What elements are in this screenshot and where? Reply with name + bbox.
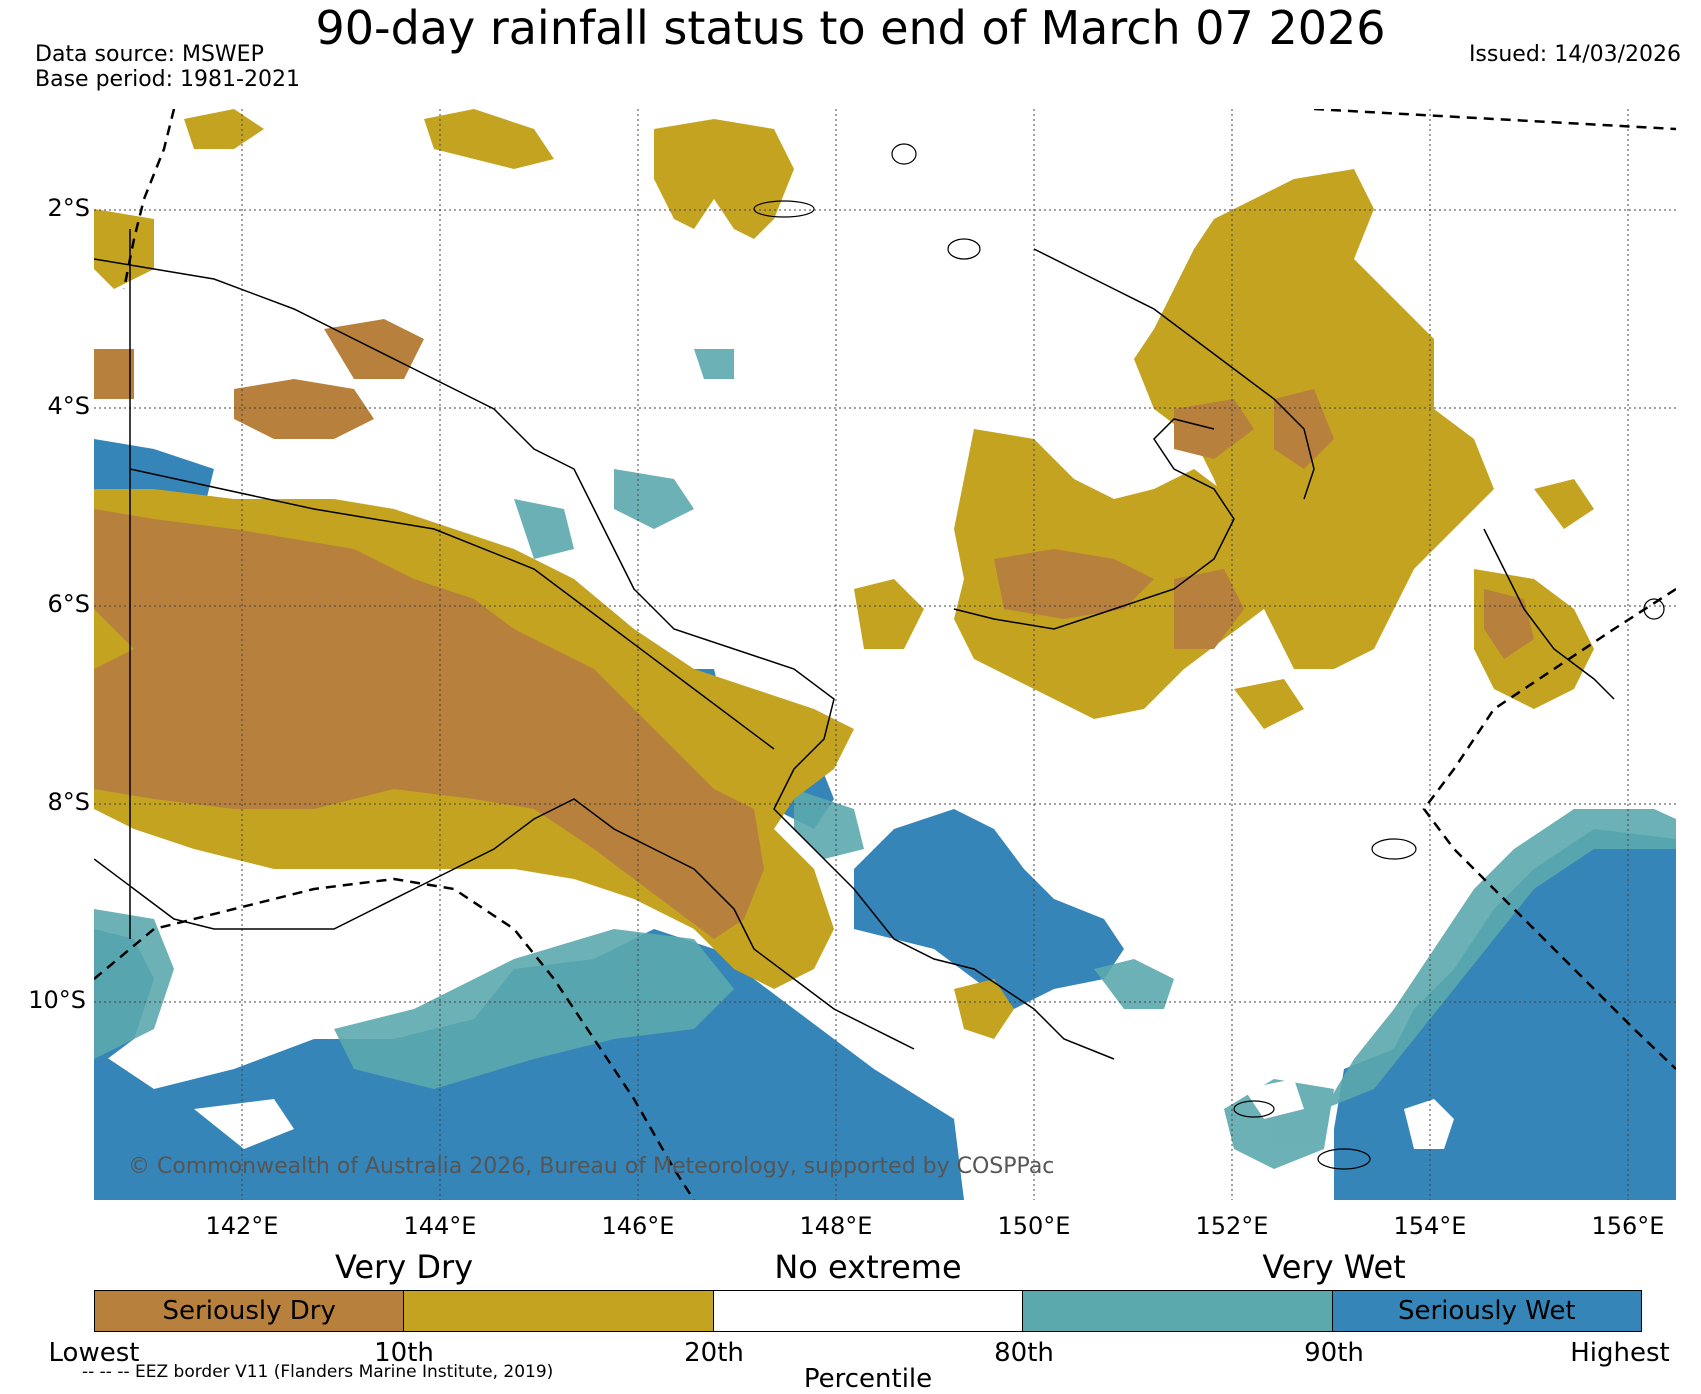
wet-region-papuan-peninsula [854,809,1124,1009]
teal-1 [94,909,174,1059]
copyright-text: © Commonwealth of Australia 2026, Bureau… [128,1154,1054,1179]
band-very-wet: Very Wet [1262,1248,1406,1286]
lat-label-8s: 8°S [47,788,90,816]
brown-region-new-britain [994,549,1154,619]
brown-region-new-britain-2 [1174,569,1244,649]
lon-label-154e: 154°E [1393,1212,1467,1240]
percentile-20th: 20th [684,1338,744,1368]
colorbar-seriously-dry: Seriously Dry [95,1291,405,1331]
percentile-highest: Highest [1570,1338,1670,1368]
island-5 [1233,1100,1275,1118]
colorbar-very-wet [1023,1291,1333,1331]
province-borders [129,468,775,750]
dry-region-small-3 [954,979,1014,1039]
lon-label-150e: 150°E [997,1212,1071,1240]
dry-region-small-4 [1234,679,1304,729]
teal-7 [1094,959,1174,1009]
island-2 [947,238,981,260]
coastline-bougainville [1483,528,1615,700]
lat-label-10s: 10°S [28,986,86,1014]
brown-region-mainland [94,509,764,939]
percentile-10th: 10th [374,1338,434,1368]
dry-region-manus [654,119,794,239]
hole-2 [1244,1079,1304,1119]
wet-region-coral-sea-west [94,929,964,1200]
band-no-extreme: No extreme [774,1248,962,1286]
data-source: Data source: MSWEP [35,42,264,67]
eez-south-east [1422,587,1676,1070]
base-period: Base period: 1981-2021 [35,67,300,92]
colorbar-no-extreme [713,1291,1024,1331]
very-wet-areas [94,349,1676,1169]
lon-label-148e: 148°E [799,1212,873,1240]
island-7 [753,200,815,218]
colorbar-seriously-wet: Seriously Wet [1332,1291,1642,1331]
hole-1 [1404,1099,1454,1149]
brown-region-bougainville [1484,589,1534,659]
lon-label-144e: 144°E [403,1212,477,1240]
percentile-90th: 90th [1304,1338,1364,1368]
band-very-dry: Very Dry [334,1248,474,1286]
coastlines [94,229,1615,1060]
island-3 [1371,838,1417,860]
lon-label-152e: 152°E [1195,1212,1269,1240]
coastline-new-ireland [1033,248,1315,500]
dry-region-west-1 [94,209,154,289]
eez-north-west [122,109,176,290]
percentile-axis-title: Percentile [803,1364,933,1394]
rainfall-map: © Commonwealth of Australia 2026, Bureau… [94,109,1676,1200]
teal-3 [1324,809,1676,1109]
dry-region-small-5 [1534,479,1594,529]
island-6 [1643,598,1665,620]
colorbar: Seriously Dry Seriously Wet [94,1290,1642,1332]
issued-date: Issued: 14/03/2026 [1468,42,1681,67]
percentile-80th: 80th [994,1338,1054,1368]
lat-label-2s: 2°S [47,194,90,222]
teal-2 [334,929,734,1089]
no-extreme-holes [194,1079,1454,1149]
eez-borders [94,109,1676,1200]
coastline-north-mainland [94,258,1115,1060]
lon-label-146e: 146°E [601,1212,675,1240]
seriously-dry-areas [94,319,1534,939]
dry-region-north-2 [184,109,264,149]
eez-note: -- -- -- EEZ border V11 (Flanders Marine… [82,1362,554,1382]
islands [753,143,1665,1170]
hole-3 [194,1099,294,1149]
lon-label-142e: 142°E [205,1212,279,1240]
teal-5 [614,469,694,529]
colorbar-very-dry [404,1291,714,1331]
lon-label-156e: 156°E [1591,1212,1665,1240]
coastline-south-mainland [94,798,915,1050]
lat-label-6s: 6°S [47,590,90,618]
coastline-new-britain [953,418,1235,630]
dry-region-north-1 [424,109,554,169]
teal-8 [794,789,864,859]
map-title: 90-day rainfall status to end of March 0… [315,1,1386,55]
brown-region-west [94,349,134,399]
teal-6 [694,349,734,379]
island-4 [1317,1148,1371,1170]
dry-region-small-1 [854,579,924,649]
percentile-lowest: Lowest [48,1338,140,1368]
island-1 [891,143,917,165]
gridlines [94,109,1676,1200]
brown-region-north [234,379,374,439]
lat-label-4s: 4°S [47,392,90,420]
eez-north-east [1313,109,1676,131]
teal-9 [514,499,574,559]
